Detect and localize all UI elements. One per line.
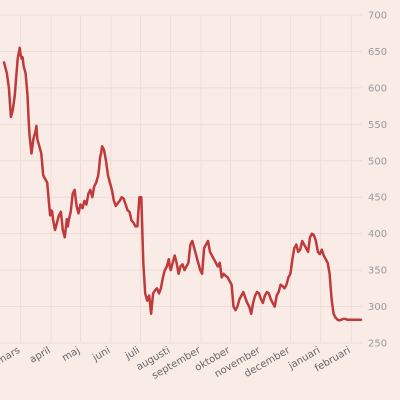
y-tick-label: 600	[368, 83, 387, 94]
y-tick-label: 550	[368, 120, 387, 131]
x-tick-label: april	[28, 345, 53, 366]
x-axis: mars april maj juni juliaugustiseptemberokto…	[0, 345, 353, 382]
y-tick-label: 500	[368, 156, 387, 167]
y-tick-label: 450	[368, 193, 387, 204]
y-tick-label: 350	[368, 266, 387, 277]
x-tick-label: mars	[0, 345, 22, 367]
x-tick-label: maj	[60, 345, 82, 364]
y-tick-label: 650	[368, 47, 387, 58]
y-tick-label: 300	[368, 302, 387, 313]
y-axis: 250 300 350 400 450 500 550 600 650 700	[368, 11, 387, 350]
x-tick-label: juni	[90, 345, 112, 364]
grid	[0, 14, 362, 344]
y-tick-label: 400	[368, 229, 387, 240]
x-tick-label: juli	[123, 345, 142, 362]
y-tick-label: 700	[368, 11, 387, 22]
y-tick-label: 250	[368, 339, 387, 350]
series-line	[2, 46, 363, 322]
